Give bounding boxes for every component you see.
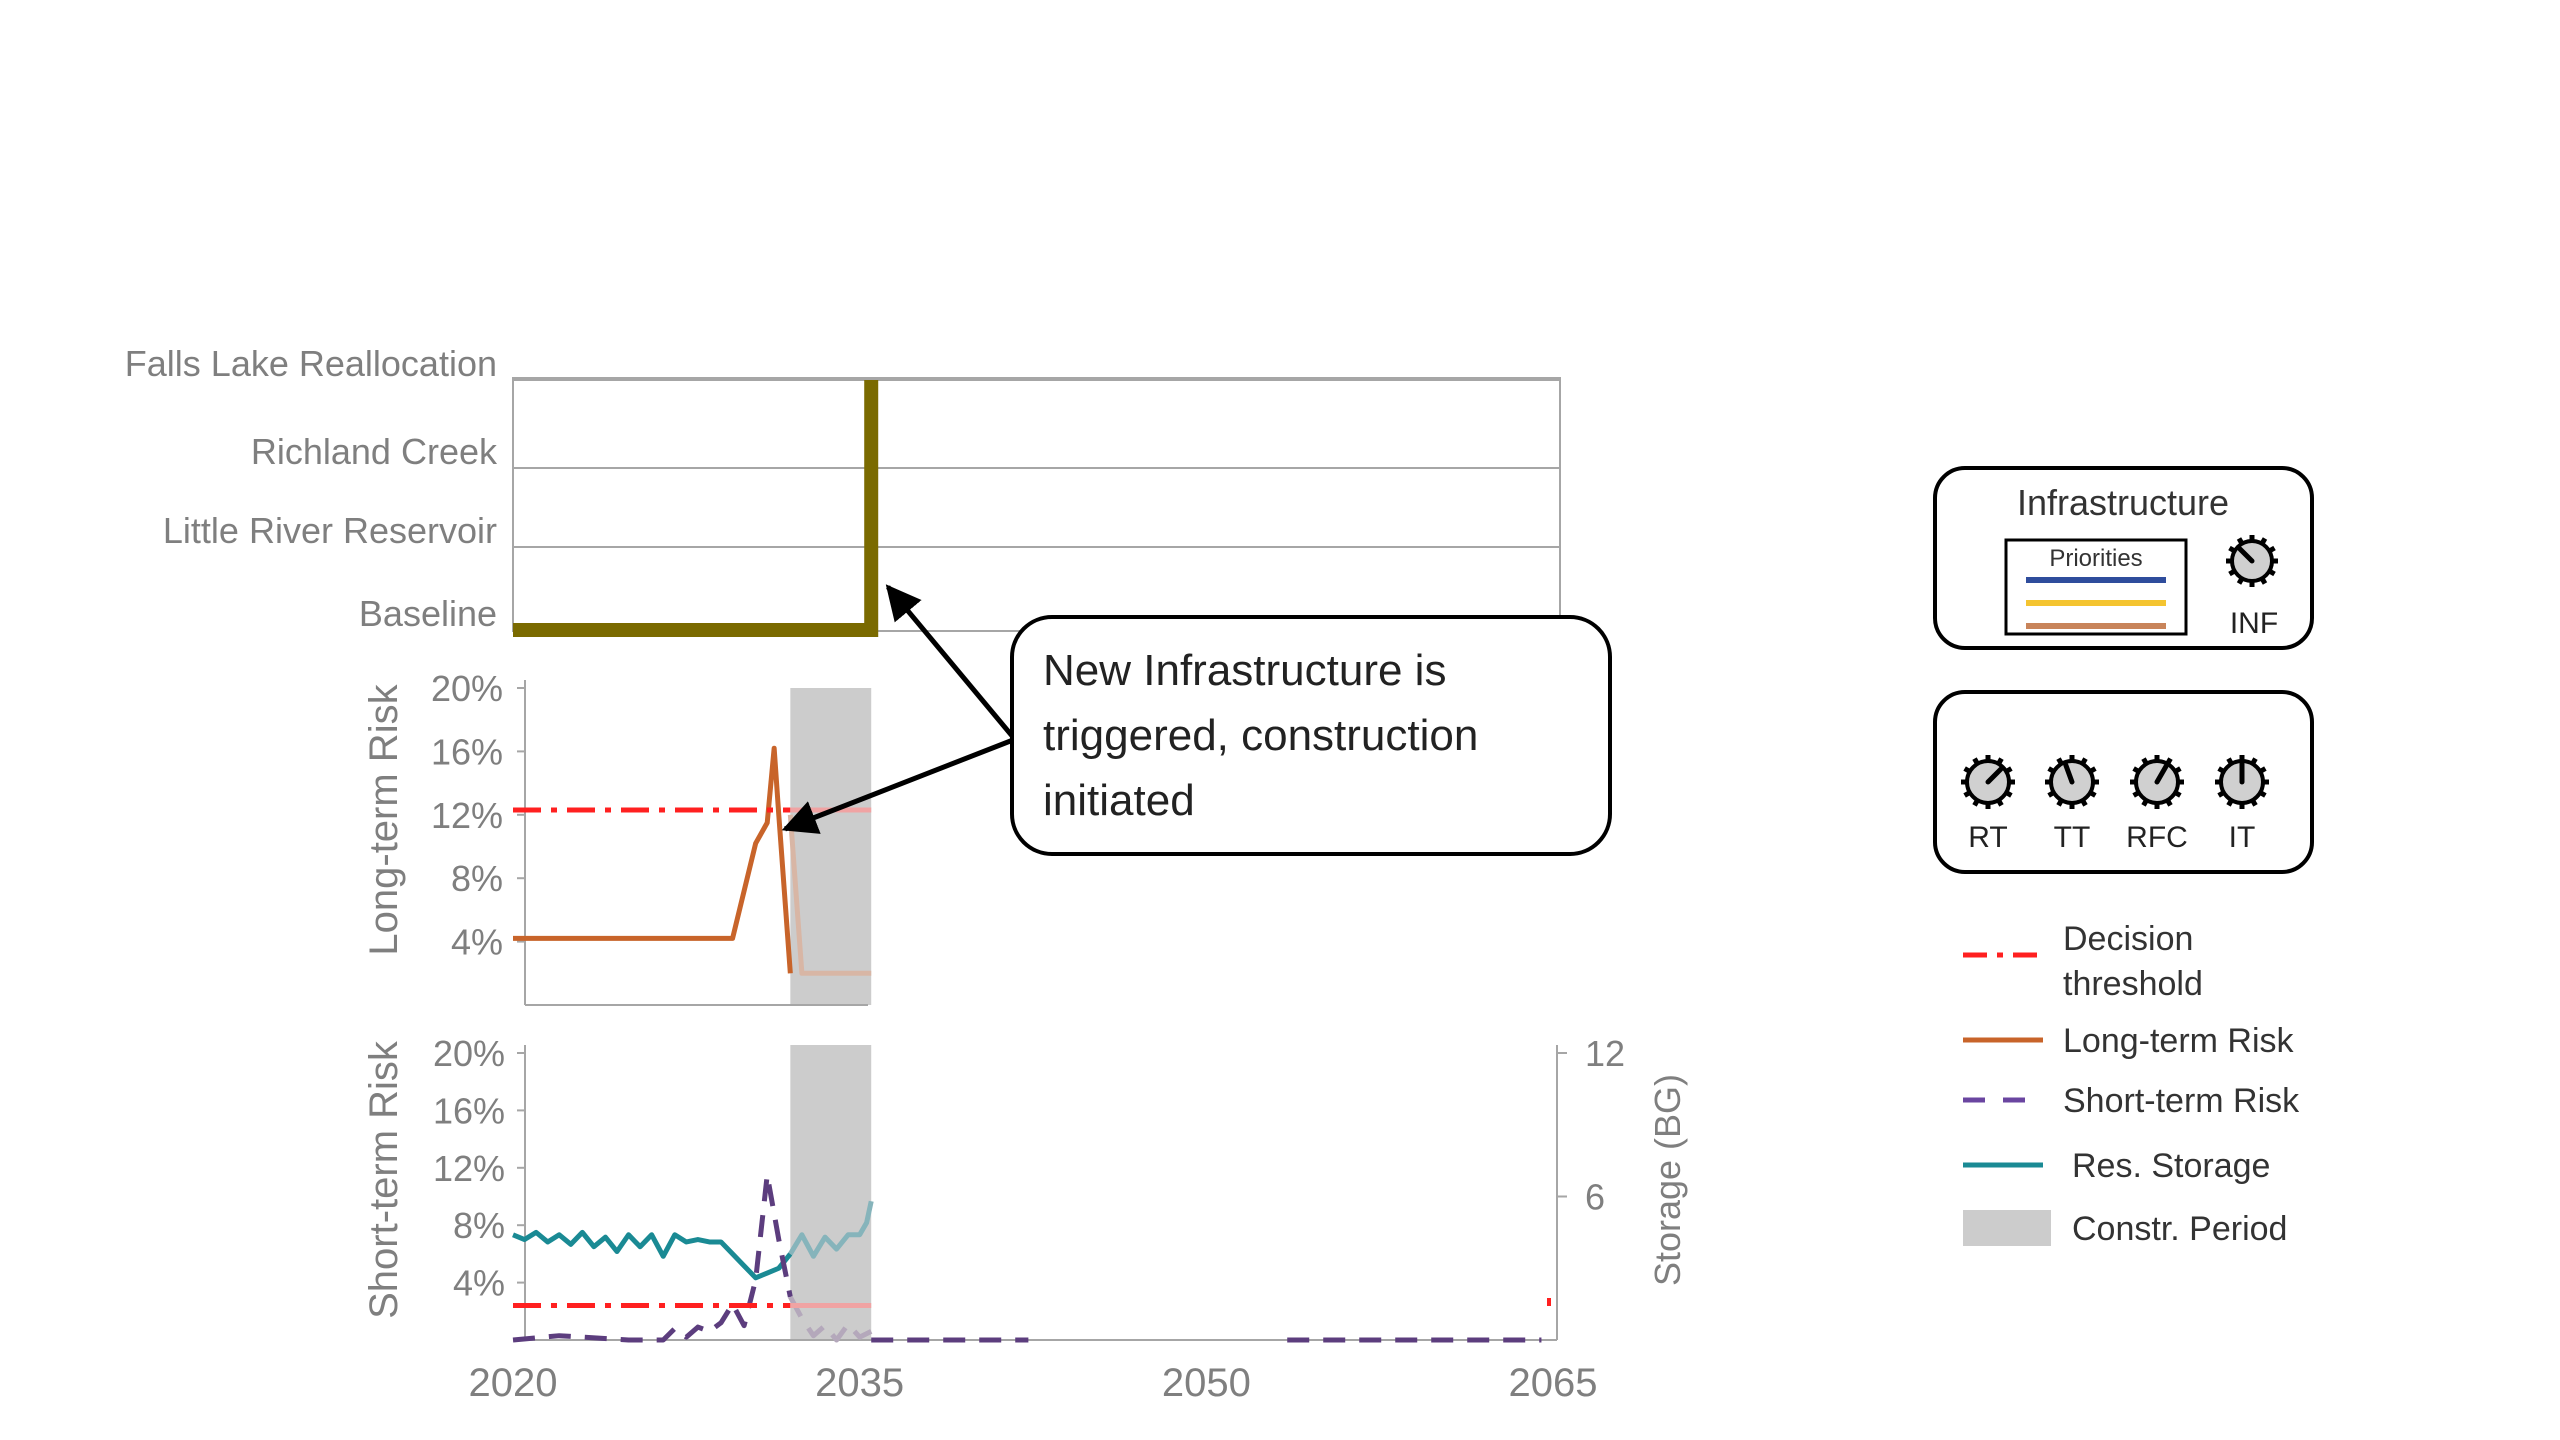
x-axis-tick-label: 2065 xyxy=(1509,1361,1598,1405)
short-term-y-tick-label: 4% xyxy=(453,1263,505,1304)
long-term-y-tick-label: 20% xyxy=(431,668,503,709)
annotation-box xyxy=(1010,615,1612,856)
priority-bars xyxy=(2026,577,2166,629)
x-axis-tick-labels: 2020 2035 2050 2065 xyxy=(469,1361,1598,1405)
storage-y-axis-label: Storage (BG) xyxy=(1647,1074,1688,1286)
short-term-y-tick-label: 16% xyxy=(433,1090,505,1131)
legend-swatch-construction xyxy=(1963,1210,2051,1246)
dial-label: RT xyxy=(1968,821,2007,854)
inf-dial-knob xyxy=(2226,535,2278,587)
short-term-y-ticks: 20% 16% 12% 8% 4% xyxy=(433,1033,525,1304)
tt-dial-icon xyxy=(2045,755,2099,809)
short-term-y-tick-label: 8% xyxy=(453,1205,505,1246)
dial-needle xyxy=(2063,762,2075,785)
short-term-y-axis-label: Short-term Risk xyxy=(362,1040,406,1319)
infrastructure-panel: Baseline Little River Reservoir Richland C… xyxy=(125,343,1561,637)
long-term-risk-line xyxy=(787,814,872,976)
short-term-panel: 20% 16% 12% 8% 4% 12 6 2020 2035 2050 2065 Short… xyxy=(362,1033,1688,1405)
dial-needle xyxy=(1985,766,2004,785)
dials-box-frame xyxy=(1933,690,2314,874)
short-term-y-tick-label: 20% xyxy=(433,1033,505,1074)
infrastructure-box-title: Infrastructure xyxy=(2017,482,2229,523)
short-term-series xyxy=(512,1172,1551,1343)
dial-label: IT xyxy=(2229,821,2256,854)
legend-label: Constr. Period xyxy=(2072,1210,2287,1248)
dial-label: TT xyxy=(2054,821,2091,854)
storage-y-tick-label: 12 xyxy=(1585,1033,1625,1074)
inf-dial-icon xyxy=(2226,535,2278,587)
dial-needle xyxy=(2154,763,2169,785)
infrastructure-category-label: Richland Creek xyxy=(251,431,498,472)
x-axis-tick-label: 2050 xyxy=(1162,1361,1251,1405)
annotation-line-2: triggered, construction xyxy=(1043,711,1478,760)
long-term-construction-period xyxy=(790,688,872,1005)
short-term-construction-shading xyxy=(790,1045,872,1340)
legend: Decision threshold Long-term Risk Short-ter… xyxy=(1963,920,2300,1248)
rfc-dial-icon xyxy=(2130,755,2184,809)
infrastructure-category-labels: Baseline Little River Reservoir Richland C… xyxy=(125,343,498,634)
annotation-callout: New Infrastructure is triggered, constru… xyxy=(781,584,1612,856)
reservoir-storage-line xyxy=(788,1200,874,1259)
long-term-y-ticks: 20% 16% 12% 8% 4% xyxy=(431,668,525,963)
dial-needle xyxy=(2237,546,2255,564)
infrastructure-gridlines xyxy=(513,379,1560,548)
it-dial-icon xyxy=(2215,755,2269,809)
long-term-construction-shading xyxy=(790,688,872,1005)
long-term-y-tick-label: 8% xyxy=(451,858,503,899)
storage-y-tick-label: 6 xyxy=(1585,1177,1605,1218)
infrastructure-category-label: Little River Reservoir xyxy=(163,510,497,551)
x-axis-tick-label: 2035 xyxy=(815,1361,904,1405)
priorities-box xyxy=(2004,538,2188,636)
dials-box: RT TT RFC IT xyxy=(1933,690,2314,874)
reservoir-storage-line xyxy=(512,1229,793,1281)
infrastructure-level-line xyxy=(513,380,879,637)
x-axis-tick-label: 2020 xyxy=(469,1361,558,1405)
short-term-construction-period xyxy=(790,1045,872,1340)
annotation-arrow-infrastructure xyxy=(885,584,1015,739)
infrastructure-category-label: Falls Lake Reallocation xyxy=(125,343,497,384)
legend-label: Short-term Risk xyxy=(2063,1082,2300,1120)
annotation-line-1: New Infrastructure is xyxy=(1043,646,1446,695)
short-term-risk-line xyxy=(512,1172,793,1343)
annotation-line-3: initiated xyxy=(1043,776,1195,825)
short-term-y-tick-label: 12% xyxy=(433,1148,505,1189)
legend-label: Decision xyxy=(2063,920,2193,958)
long-term-panel: 20% 16% 12% 8% 4% Long-term Risk xyxy=(362,668,872,1006)
annotation-arrow-risk xyxy=(781,737,1014,834)
legend-label: threshold xyxy=(2063,965,2203,1003)
priorities-label: Priorities xyxy=(2049,545,2142,572)
long-term-y-tick-label: 16% xyxy=(431,731,503,772)
long-term-y-tick-label: 12% xyxy=(431,795,503,836)
rt-dial-icon xyxy=(1961,755,2015,809)
infrastructure-box: Infrastructure Priorities INF xyxy=(1933,466,2314,650)
infrastructure-series xyxy=(513,380,879,637)
short-term-risk-line xyxy=(788,1295,873,1343)
long-term-y-tick-label: 4% xyxy=(451,922,503,963)
legend-label: Res. Storage xyxy=(2072,1147,2270,1185)
legend-label: Long-term Risk xyxy=(2063,1022,2295,1060)
long-term-y-axis-label: Long-term Risk xyxy=(362,683,406,955)
long-term-risk-line xyxy=(513,745,793,974)
infrastructure-category-label: Baseline xyxy=(359,593,497,634)
dial-label: RFC xyxy=(2126,821,2188,854)
inf-dial-label: INF xyxy=(2230,607,2278,640)
dials-group: RT TT RFC IT xyxy=(1961,755,2269,854)
storage-y-ticks: 12 6 xyxy=(1557,1033,1625,1218)
